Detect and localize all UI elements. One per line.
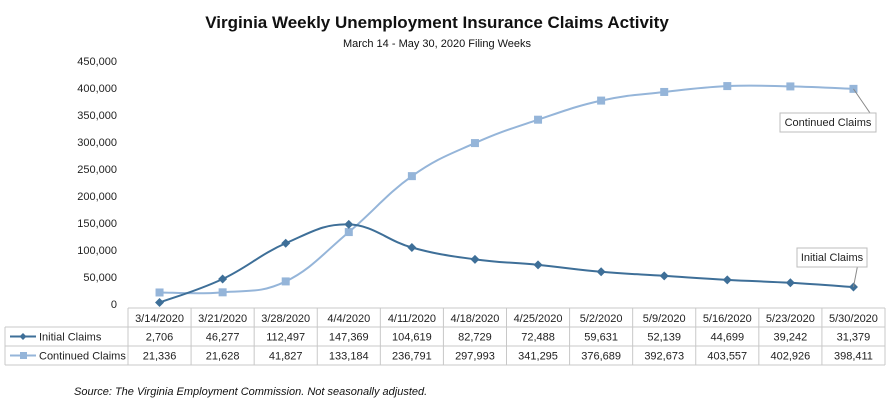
x-tick-label: 4/11/2020 bbox=[388, 313, 436, 325]
x-tick-label: 5/9/2020 bbox=[643, 313, 686, 325]
y-tick-label: 100,000 bbox=[77, 245, 117, 257]
initial-claims-point bbox=[785, 278, 795, 288]
data-label: 104,619 bbox=[392, 332, 432, 344]
y-tick-label: 200,000 bbox=[77, 191, 117, 203]
data-label: 236,791 bbox=[392, 351, 432, 363]
initial-claims-point bbox=[281, 238, 291, 248]
callouts: Continued Claims Initial Claims bbox=[779, 88, 877, 288]
y-tick-label: 450,000 bbox=[77, 56, 117, 68]
data-label: 376,689 bbox=[581, 351, 621, 363]
data-label: 147,369 bbox=[329, 332, 369, 344]
data-label: 82,729 bbox=[458, 332, 492, 344]
y-tick-label: 350,000 bbox=[77, 110, 117, 122]
x-tick-label: 5/23/2020 bbox=[766, 313, 815, 325]
data-label: 402,926 bbox=[770, 351, 810, 363]
initial-claims-point bbox=[659, 271, 669, 281]
data-label: 392,673 bbox=[644, 351, 684, 363]
continued-claims-point bbox=[281, 277, 290, 286]
x-tick-label: 4/25/2020 bbox=[514, 313, 563, 325]
initial-claims-point bbox=[407, 243, 417, 253]
x-tick-label: 3/28/2020 bbox=[261, 313, 310, 325]
callout-box bbox=[796, 247, 868, 268]
x-tick-label: 5/30/2020 bbox=[829, 313, 878, 325]
continued-claims-point bbox=[786, 82, 795, 91]
data-label: 2,706 bbox=[146, 332, 174, 344]
y-tick-label: 400,000 bbox=[77, 83, 117, 95]
initial-claims-point bbox=[596, 267, 606, 277]
callout-box bbox=[779, 112, 877, 133]
continued-claims-point bbox=[597, 96, 606, 105]
data-label: 39,242 bbox=[774, 332, 808, 344]
data-label: 21,628 bbox=[206, 351, 240, 363]
initial-claims-point bbox=[155, 298, 165, 308]
x-tick-label: 3/14/2020 bbox=[135, 313, 184, 325]
callout-label: Continued Claims bbox=[785, 117, 872, 129]
callout-label: Initial Claims bbox=[801, 252, 864, 264]
legend-marker bbox=[20, 352, 27, 359]
y-tick-label: 150,000 bbox=[77, 218, 117, 230]
initial-claims-point bbox=[722, 275, 732, 285]
data-label: 112,497 bbox=[266, 332, 305, 344]
data-label: 72,488 bbox=[521, 332, 555, 344]
data-label: 31,379 bbox=[837, 332, 871, 344]
x-tick-label: 4/18/2020 bbox=[450, 313, 499, 325]
initial-claims-point bbox=[533, 260, 543, 270]
initial-claims-point bbox=[344, 219, 354, 229]
y-axis: 0 50,000 100,000 150,000 200,000 250,000 300,0… bbox=[77, 56, 117, 311]
continued-claims-point bbox=[723, 82, 732, 91]
continued-claims-point bbox=[407, 172, 416, 181]
data-label: 59,631 bbox=[584, 332, 618, 344]
data-label: 41,827 bbox=[269, 351, 303, 363]
callout-leader bbox=[853, 88, 871, 114]
continued-claims-point bbox=[155, 288, 164, 297]
x-tick-label: 5/16/2020 bbox=[703, 313, 752, 325]
y-tick-label: 0 bbox=[111, 299, 117, 311]
continued-claims-point bbox=[534, 115, 543, 124]
legend-label: Initial Claims bbox=[39, 332, 102, 344]
data-table: 3/14/2020 3/21/2020 3/28/2020 4/4/2020 4/11/… bbox=[4, 307, 886, 366]
data-label: 341,295 bbox=[518, 351, 558, 363]
y-tick-label: 50,000 bbox=[83, 272, 117, 284]
data-label: 52,139 bbox=[647, 332, 681, 344]
data-label: 44,699 bbox=[710, 332, 744, 344]
data-label: 398,411 bbox=[834, 351, 873, 363]
continued-claims-point bbox=[344, 228, 353, 237]
data-label: 403,557 bbox=[707, 351, 747, 363]
legend-label: Continued Claims bbox=[39, 351, 126, 363]
x-tick-label: 4/4/2020 bbox=[327, 313, 370, 325]
data-label: 133,184 bbox=[329, 351, 369, 363]
initial-claims-point bbox=[470, 254, 480, 264]
initial-claims-line bbox=[159, 223, 854, 304]
initial-claims-point bbox=[218, 274, 228, 284]
data-label: 297,993 bbox=[455, 351, 495, 363]
y-tick-label: 300,000 bbox=[77, 137, 117, 149]
x-tick-label: 5/2/2020 bbox=[580, 313, 623, 325]
data-label: 21,336 bbox=[143, 351, 177, 363]
x-tick-label: 3/21/2020 bbox=[198, 313, 247, 325]
y-tick-label: 250,000 bbox=[77, 164, 117, 176]
continued-claims-point bbox=[218, 288, 227, 297]
continued-claims-point bbox=[660, 87, 669, 96]
chart-title: Virginia Weekly Unemployment Insurance C… bbox=[205, 13, 669, 32]
chart-subtitle: March 14 - May 30, 2020 Filing Weeks bbox=[343, 38, 532, 50]
series-layer bbox=[155, 82, 858, 308]
continued-claims-point bbox=[470, 139, 479, 148]
legend-marker bbox=[19, 333, 27, 340]
data-label: 46,277 bbox=[206, 332, 240, 344]
source-note: Source: The Virginia Employment Commissi… bbox=[74, 386, 427, 398]
